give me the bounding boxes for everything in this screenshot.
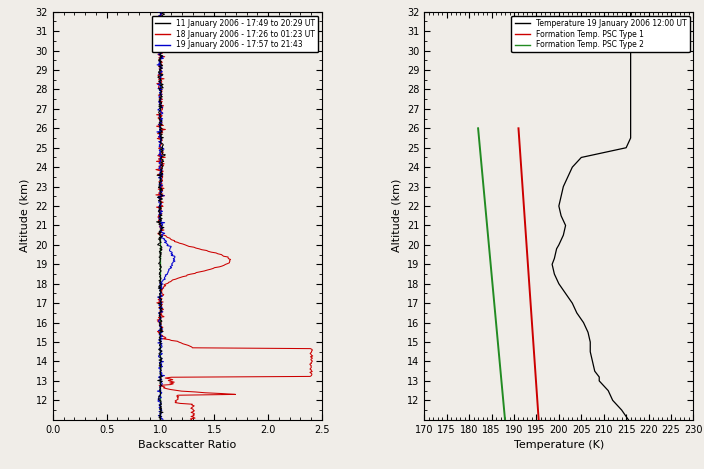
Temperature 19 January 2006 12:00 UT — [561, 223, 570, 228]
Line: 19 January 2006 - 17:57 to 21:43: 19 January 2006 - 17:57 to 21:43 — [157, 12, 175, 420]
X-axis label: Backscatter Ratio: Backscatter Ratio — [138, 440, 237, 450]
Temperature 19 January 2006 12:00 UT — [591, 368, 599, 374]
Temperature 19 January 2006 12:00 UT — [559, 232, 567, 238]
11 January 2006 - 17:49 to 20:29 UT — [155, 9, 163, 15]
19 January 2006 - 17:57 to 21:43 — [156, 83, 165, 88]
11 January 2006 - 17:49 to 20:29 UT — [156, 221, 165, 227]
Temperature 19 January 2006 12:00 UT — [627, 135, 635, 141]
Temperature 19 January 2006 12:00 UT — [568, 300, 577, 306]
18 January 2006 - 17:26 to 01:23 UT — [156, 223, 165, 229]
Temperature 19 January 2006 12:00 UT — [624, 417, 633, 423]
11 January 2006 - 17:49 to 20:29 UT — [157, 174, 165, 180]
Temperature 19 January 2006 12:00 UT — [559, 184, 567, 189]
Temperature 19 January 2006 12:00 UT — [584, 330, 592, 335]
Temperature 19 January 2006 12:00 UT — [561, 291, 570, 296]
Temperature 19 January 2006 12:00 UT — [586, 349, 594, 355]
Temperature 19 January 2006 12:00 UT — [555, 242, 563, 248]
11 January 2006 - 17:49 to 20:29 UT — [155, 19, 163, 24]
Line: 11 January 2006 - 17:49 to 20:29 UT: 11 January 2006 - 17:49 to 20:29 UT — [156, 12, 165, 420]
Formation Temp. PSC Type 2 — [474, 126, 482, 131]
Temperature 19 January 2006 12:00 UT — [579, 320, 588, 325]
19 January 2006 - 17:57 to 21:43 — [158, 417, 167, 423]
Temperature 19 January 2006 12:00 UT — [557, 194, 565, 199]
Temperature 19 January 2006 12:00 UT — [555, 281, 563, 287]
Line: Formation Temp. PSC Type 1: Formation Temp. PSC Type 1 — [518, 129, 539, 420]
Temperature 19 January 2006 12:00 UT — [595, 378, 603, 384]
18 January 2006 - 17:26 to 01:23 UT — [156, 19, 164, 24]
Temperature 19 January 2006 12:00 UT — [557, 213, 565, 219]
Line: Temperature 19 January 2006 12:00 UT: Temperature 19 January 2006 12:00 UT — [552, 12, 631, 420]
Temperature 19 January 2006 12:00 UT — [548, 262, 556, 267]
Temperature 19 January 2006 12:00 UT — [595, 374, 603, 380]
Legend: 11 January 2006 - 17:49 to 20:29 UT, 18 January 2006 - 17:26 to 01:23 UT, 19 Jan: 11 January 2006 - 17:49 to 20:29 UT, 18 … — [151, 15, 318, 53]
Formation Temp. PSC Type 1 — [534, 417, 543, 423]
18 January 2006 - 17:26 to 01:23 UT — [156, 196, 164, 202]
Legend: Temperature 19 January 2006 12:00 UT, Formation Temp. PSC Type 1, Formation Temp: Temperature 19 January 2006 12:00 UT, Fo… — [512, 15, 690, 53]
Temperature 19 January 2006 12:00 UT — [572, 310, 581, 316]
11 January 2006 - 17:49 to 20:29 UT — [158, 196, 167, 202]
Y-axis label: Altitude (km): Altitude (km) — [391, 179, 401, 252]
Formation Temp. PSC Type 1 — [514, 126, 522, 131]
19 January 2006 - 17:57 to 21:43 — [158, 174, 166, 180]
18 January 2006 - 17:26 to 01:23 UT — [154, 9, 163, 15]
11 January 2006 - 17:49 to 20:29 UT — [156, 83, 165, 88]
Line: 18 January 2006 - 17:26 to 01:23 UT: 18 January 2006 - 17:26 to 01:23 UT — [156, 12, 313, 420]
19 January 2006 - 17:57 to 21:43 — [156, 223, 164, 229]
19 January 2006 - 17:57 to 21:43 — [155, 19, 163, 24]
Y-axis label: Altitude (km): Altitude (km) — [20, 179, 30, 252]
18 January 2006 - 17:26 to 01:23 UT — [155, 83, 163, 88]
Formation Temp. PSC Type 2 — [501, 417, 509, 423]
Temperature 19 January 2006 12:00 UT — [568, 164, 577, 170]
Temperature 19 January 2006 12:00 UT — [627, 126, 635, 131]
11 January 2006 - 17:49 to 20:29 UT — [157, 417, 165, 423]
Temperature 19 January 2006 12:00 UT — [589, 359, 597, 364]
Temperature 19 January 2006 12:00 UT — [550, 256, 558, 261]
Temperature 19 January 2006 12:00 UT — [550, 271, 558, 277]
X-axis label: Temperature (K): Temperature (K) — [514, 440, 604, 450]
19 January 2006 - 17:57 to 21:43 — [156, 221, 164, 227]
Temperature 19 January 2006 12:00 UT — [564, 174, 572, 180]
18 January 2006 - 17:26 to 01:23 UT — [158, 174, 167, 180]
Temperature 19 January 2006 12:00 UT — [608, 398, 617, 403]
Temperature 19 January 2006 12:00 UT — [555, 203, 563, 209]
Temperature 19 January 2006 12:00 UT — [577, 155, 586, 160]
11 January 2006 - 17:49 to 20:29 UT — [158, 223, 166, 229]
Temperature 19 January 2006 12:00 UT — [553, 246, 561, 251]
19 January 2006 - 17:57 to 21:43 — [157, 196, 165, 202]
19 January 2006 - 17:57 to 21:43 — [154, 9, 163, 15]
Temperature 19 January 2006 12:00 UT — [622, 145, 630, 151]
Temperature 19 January 2006 12:00 UT — [627, 9, 635, 15]
Temperature 19 January 2006 12:00 UT — [586, 339, 594, 345]
Temperature 19 January 2006 12:00 UT — [604, 388, 612, 393]
Temperature 19 January 2006 12:00 UT — [617, 407, 626, 413]
18 January 2006 - 17:26 to 01:23 UT — [187, 417, 196, 423]
18 January 2006 - 17:26 to 01:23 UT — [157, 221, 165, 227]
Line: Formation Temp. PSC Type 2: Formation Temp. PSC Type 2 — [478, 129, 505, 420]
